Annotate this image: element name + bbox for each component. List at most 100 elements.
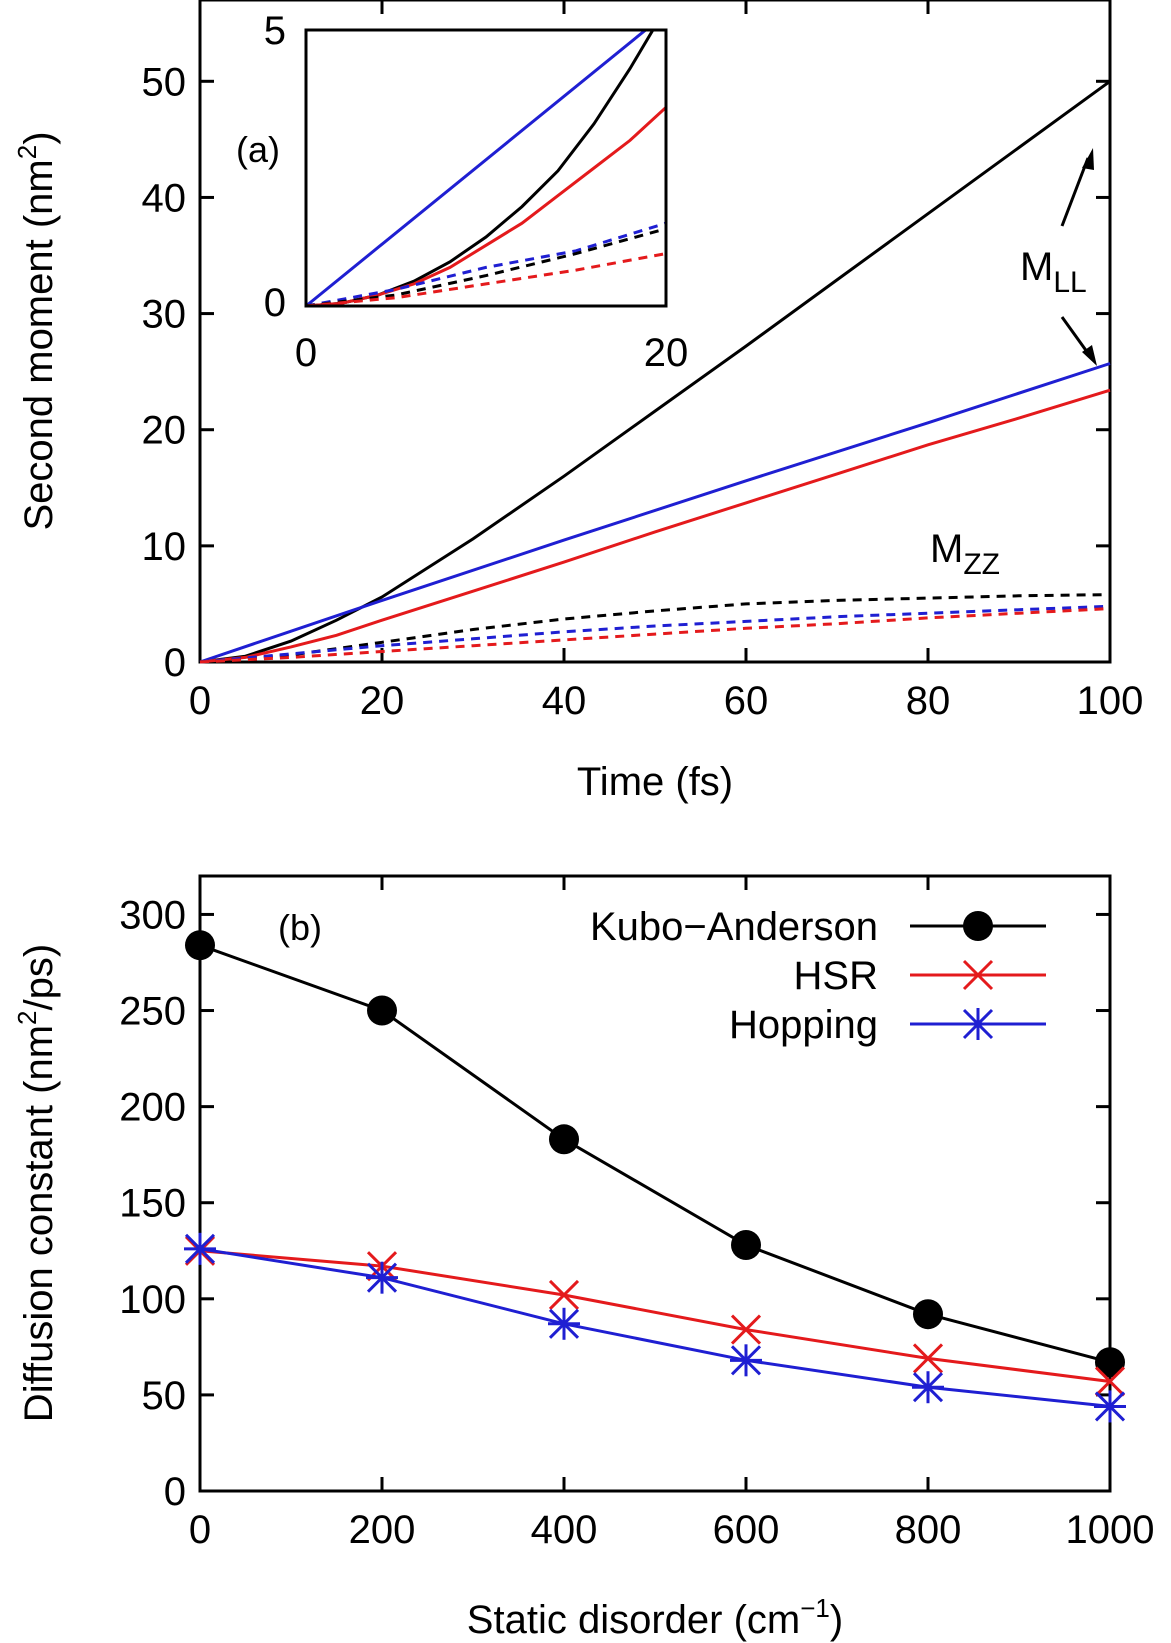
panel-b-ylabel-end: /ps) [17, 944, 61, 1011]
panel-b-marker-star [366, 1261, 398, 1294]
panel-b-marker-x-stroke [912, 1343, 944, 1374]
mzz-annotation: MZZ [930, 527, 1000, 581]
panel-a-series-blue-dashed [199, 604, 1111, 664]
panel-a-ylabel: Second moment (nm2) [12, 131, 61, 530]
panel-b-xlabel: Static disorder (cm−1) [467, 1593, 843, 1642]
panel-1-ytick-label: 300 [119, 893, 186, 937]
panel-b-marker-star [730, 1344, 762, 1377]
inset-series [306, 30, 666, 306]
panel-b-marker-x [730, 1314, 762, 1345]
panel-1-ytick-label: 50 [142, 1374, 187, 1418]
panel-0-ytick-label: 50 [142, 60, 187, 104]
panel-b-marker-x-stroke [548, 1279, 580, 1311]
inset-frame [304, 28, 668, 308]
panel-a-frame [198, 0, 1112, 664]
panel-b-marker-x-stroke [1094, 1366, 1126, 1397]
inset-ytick-label: 0 [264, 281, 286, 325]
panel-b-marker-x [1094, 1366, 1126, 1397]
panel-0-xtick-label: 80 [906, 679, 951, 723]
panel-b-series [184, 930, 1126, 1423]
panel-b-marker-circle [367, 995, 397, 1026]
panel-1-ytick-label: 100 [119, 1278, 186, 1322]
panel-1-ytick-label: 150 [119, 1182, 186, 1226]
mll-annotation: MLL [1020, 245, 1087, 299]
panel-b-series-red [199, 1249, 1111, 1383]
mzz-sub: ZZ [963, 548, 1000, 581]
panel-b-label: (b) [278, 907, 322, 948]
panel-0-ytick-label: 10 [142, 525, 187, 569]
inset-xtick-label: 0 [295, 331, 317, 375]
panel-b-ylabel-sup: 2 [12, 1010, 42, 1024]
panel-a-series-black-dashed [199, 593, 1111, 664]
panel-a: 0 20 40 60 80 100 0 10 20 30 40 50 0 20 0 5 (a) Time (… [12, 0, 1143, 804]
inset-series-blue-solid [306, 30, 648, 306]
panel-1-xtick-label: 800 [895, 1508, 962, 1552]
panel-b-ylabel: Diffusion constant (nm2/ps) [12, 944, 61, 1422]
legend-label: Hopping [729, 1003, 878, 1047]
legend-label: HSR [794, 954, 878, 998]
panel-a-ylabel-sup: 2 [12, 145, 42, 159]
panel-b-series-blue [199, 1247, 1111, 1408]
legend-marker-star [962, 1008, 994, 1040]
panel-b-xlabel-main: Static disorder (cm [467, 1598, 800, 1642]
panel-1-xtick-label: 1000 [1066, 1508, 1155, 1552]
mll-arrow-down [1060, 316, 1092, 357]
panel-a-series-red-dashed [199, 607, 1111, 664]
inset-frame-top [304, 28, 668, 308]
legend-label: Kubo−Anderson [590, 905, 878, 949]
panel-a-series-black-solid [199, 80, 1111, 664]
panel-b-marker-circle [185, 930, 215, 961]
panel-1-ytick-label: 200 [119, 1086, 186, 1130]
panel-a-series-blue-solid [199, 362, 1111, 664]
panel-b-marker-circle [549, 1124, 579, 1155]
panel-b-ticks: 0 200 400 600 800 1000 0 50 100 150 200 250 300 [119, 876, 1154, 1552]
panel-a-label: (a) [236, 129, 280, 170]
panel-b-legend: Kubo−Anderson HSR Hopping [590, 905, 1046, 1047]
panel-0-ytick-label: 20 [142, 409, 187, 453]
panel-a-series [199, 80, 1111, 664]
panel-0-xtick-label: 20 [360, 679, 405, 723]
inset-series-red-dashed [306, 252, 666, 306]
inset-series-black-dashed [306, 227, 666, 306]
inset-series-blue-dashed [306, 221, 666, 306]
panel-a-inset: 0 20 0 5 [264, 9, 689, 375]
inset-ytick-label: 5 [264, 9, 286, 53]
panel-b-marker-circle [1095, 1347, 1125, 1378]
legend-marker-x-stroke [962, 959, 994, 991]
panel-1-xtick-label: 200 [349, 1508, 416, 1552]
panel-0-xtick-label: 100 [1077, 679, 1144, 723]
panel-b-xlabel-end: ) [830, 1598, 843, 1642]
inset-xtick-label: 20 [644, 331, 689, 375]
panel-b-frame [198, 874, 1112, 1493]
panel-b-marker-star [184, 1232, 216, 1265]
panel-1-ytick-label: 0 [164, 1470, 186, 1514]
panel-b-marker-x [912, 1343, 944, 1374]
mll-arrow-up [1060, 157, 1090, 227]
panel-b-marker-star [548, 1307, 580, 1340]
panel-0-xtick-label: 0 [189, 679, 211, 723]
mll-sub: LL [1053, 266, 1086, 299]
panel-b-ylabel-main: Diffusion constant (nm [17, 1025, 61, 1422]
panel-a-ylabel-end: ) [17, 131, 61, 144]
inset-series-red-solid [306, 106, 666, 306]
panel-0-ytick-label: 0 [164, 641, 186, 685]
panel-1-ytick-label: 250 [119, 990, 186, 1034]
legend-marker-x [962, 959, 994, 991]
panel-0-xtick-label: 60 [724, 679, 769, 723]
panel-1-xtick-label: 600 [713, 1508, 780, 1552]
panel-a-xlabel: Time (fs) [577, 760, 733, 804]
panel-0-ytick-label: 30 [142, 293, 187, 337]
panel-b-marker-circle [913, 1299, 943, 1330]
panel-a-series-red-solid [199, 388, 1111, 664]
panel-b-marker-x-stroke [730, 1314, 762, 1345]
panel-b-marker-x [548, 1279, 580, 1311]
legend-marker-circle [963, 911, 993, 941]
panel-0-ytick-label: 40 [142, 176, 187, 220]
panel-b-marker-circle [731, 1230, 761, 1260]
mll-arrow-down-head [1082, 345, 1097, 366]
panel-0-xtick-label: 40 [542, 679, 587, 723]
mll-arrow-up-head [1082, 148, 1094, 170]
